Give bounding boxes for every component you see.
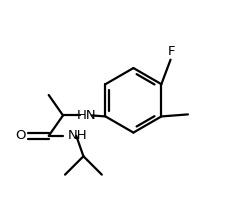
Text: HN: HN xyxy=(76,109,95,122)
Text: NH: NH xyxy=(68,129,87,142)
Text: F: F xyxy=(167,45,175,58)
Text: O: O xyxy=(15,129,26,142)
